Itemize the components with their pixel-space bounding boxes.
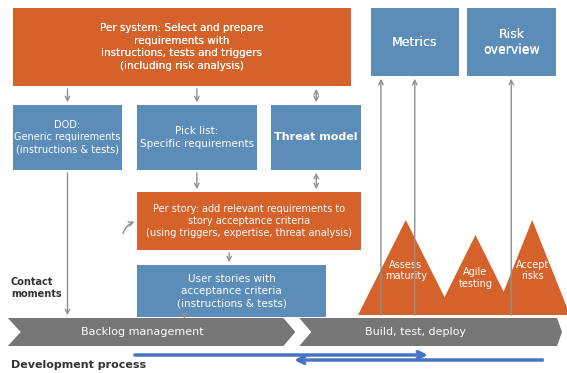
Text: Per system: Select and prepare
requirements with
instructions, tests and trigger: Per system: Select and prepare requireme… xyxy=(100,23,264,70)
FancyBboxPatch shape xyxy=(13,105,122,170)
FancyBboxPatch shape xyxy=(13,8,351,86)
Polygon shape xyxy=(435,235,515,315)
Text: Contact
moments: Contact moments xyxy=(11,277,61,299)
Text: Risk
overview: Risk overview xyxy=(483,28,540,56)
Text: Risk
overview: Risk overview xyxy=(483,28,540,56)
Text: Agile
testing: Agile testing xyxy=(459,267,493,289)
FancyArrowPatch shape xyxy=(298,357,542,363)
FancyBboxPatch shape xyxy=(371,8,459,76)
FancyArrowPatch shape xyxy=(135,352,424,358)
FancyBboxPatch shape xyxy=(467,8,556,76)
Text: User stories with
acceptance criteria
(instructions & tests): User stories with acceptance criteria (i… xyxy=(177,274,286,308)
Text: Assess
maturity: Assess maturity xyxy=(385,260,427,281)
Polygon shape xyxy=(8,318,562,346)
FancyBboxPatch shape xyxy=(272,105,361,170)
Polygon shape xyxy=(358,220,454,315)
FancyBboxPatch shape xyxy=(137,105,256,170)
FancyBboxPatch shape xyxy=(137,265,326,317)
Text: Accept
risks: Accept risks xyxy=(515,260,549,281)
Text: Pick list:
Specific requirements: Pick list: Specific requirements xyxy=(140,126,254,149)
Text: Backlog management: Backlog management xyxy=(81,327,204,337)
Polygon shape xyxy=(284,318,311,346)
Text: Threat model: Threat model xyxy=(274,132,358,142)
Text: Per story: add relevant requirements to
story acceptance criteria
(using trigger: Per story: add relevant requirements to … xyxy=(146,204,352,238)
Polygon shape xyxy=(494,220,567,315)
Text: Development process: Development process xyxy=(11,360,146,370)
FancyBboxPatch shape xyxy=(137,192,361,250)
Text: Metrics: Metrics xyxy=(392,35,438,48)
Text: DOD:
Generic requirements
(instructions & tests): DOD: Generic requirements (instructions … xyxy=(14,120,121,155)
Text: Build, test, deploy: Build, test, deploy xyxy=(365,327,466,337)
Text: Per system: Select and prepare
requirements with
instructions, tests and trigger: Per system: Select and prepare requireme… xyxy=(100,23,264,70)
Text: Metrics: Metrics xyxy=(392,35,438,48)
